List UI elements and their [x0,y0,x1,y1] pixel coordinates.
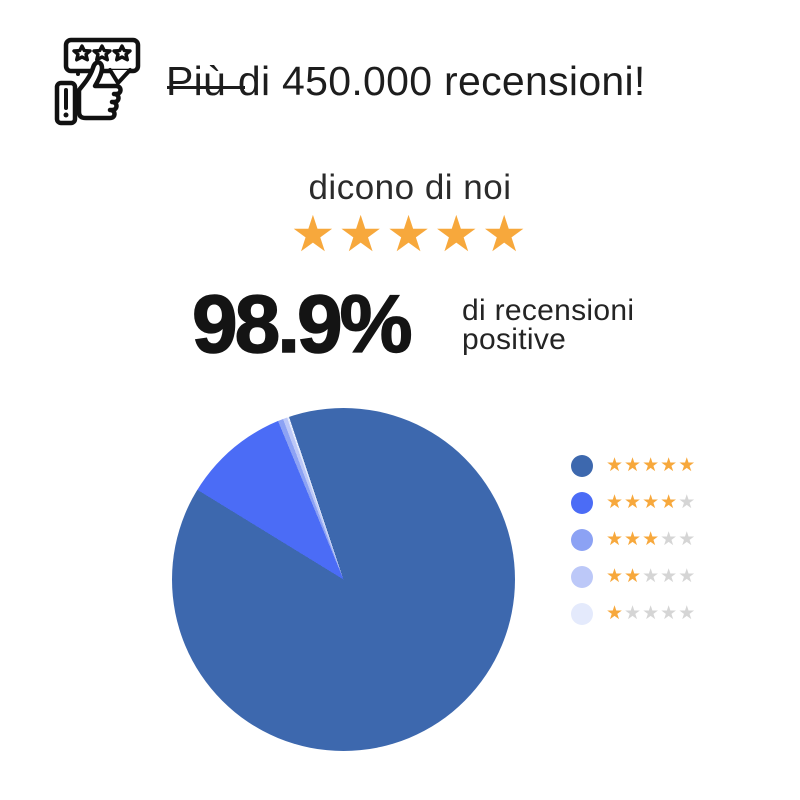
star-filled-icon: ★ [624,454,642,476]
star-empty-icon: ★ [678,491,696,513]
title-underline [167,86,245,89]
legend-color-dot [571,454,593,477]
legend-row: ★ ★ ★ ★ ★ [571,521,695,558]
star-filled-icon: ★ [606,454,624,476]
review-speech-bubble-thumbs-up-icon [46,24,160,128]
pie-legend: ★ ★ ★ ★ ★ ★ ★ ★ ★ ★ ★ ★ ★ ★ ★ ★ ★ ★ ★ ★ ★ ★ ★ ★ ★ [571,447,695,632]
legend-star-rating: ★ ★ ★ ★ ★ [606,493,695,512]
tagline-text: dicono di noi [308,168,512,207]
star-filled-icon: ★ [678,454,696,476]
star-filled-icon: ★ [606,602,624,624]
legend-row: ★ ★ ★ ★ ★ [571,447,695,484]
star-filled-icon: ★ [642,454,660,476]
star-filled-icon: ★ [624,528,642,550]
star-filled-icon: ★ [660,454,678,476]
positive-percentage-label-line2: positive [462,323,567,356]
five-star-rating: ★★★★★ [290,205,530,263]
legend-star-rating: ★ ★ ★ ★ ★ [606,530,695,549]
star-filled-icon: ★ [606,528,624,550]
star-empty-icon: ★ [642,602,660,624]
star-empty-icon: ★ [660,602,678,624]
star-empty-icon: ★ [660,528,678,550]
star-filled-icon: ★ [624,565,642,587]
positive-percentage-label: di recensioni positive [462,294,635,356]
star-filled-icon: ★ [642,528,660,550]
star-empty-icon: ★ [624,602,642,624]
star-empty-icon: ★ [678,528,696,550]
star-empty-icon: ★ [678,602,696,624]
positive-percentage-value: 98.9% [191,279,413,370]
page-title: Più di 450.000 recensioni! [166,58,646,105]
star-empty-icon: ★ [660,565,678,587]
positive-percentage-label-line1: di recensioni [462,294,635,327]
star-empty-icon: ★ [678,565,696,587]
legend-row: ★ ★ ★ ★ ★ [571,558,695,595]
legend-star-rating: ★ ★ ★ ★ ★ [606,604,695,623]
star-filled-icon: ★ [660,491,678,513]
star-empty-icon: ★ [642,565,660,587]
legend-color-dot [571,491,593,514]
legend-star-rating: ★ ★ ★ ★ ★ [606,456,695,475]
star-filled-icon: ★ [606,565,624,587]
legend-star-rating: ★ ★ ★ ★ ★ [606,567,695,586]
legend-color-dot [571,528,593,551]
legend-row: ★ ★ ★ ★ ★ [571,484,695,521]
legend-color-dot [571,602,593,625]
legend-color-dot [571,565,593,588]
star-filled-icon: ★ [606,491,624,513]
legend-row: ★ ★ ★ ★ ★ [571,595,695,632]
reviews-pie-chart [172,408,515,751]
star-filled-icon: ★ [642,491,660,513]
star-filled-icon: ★ [624,491,642,513]
